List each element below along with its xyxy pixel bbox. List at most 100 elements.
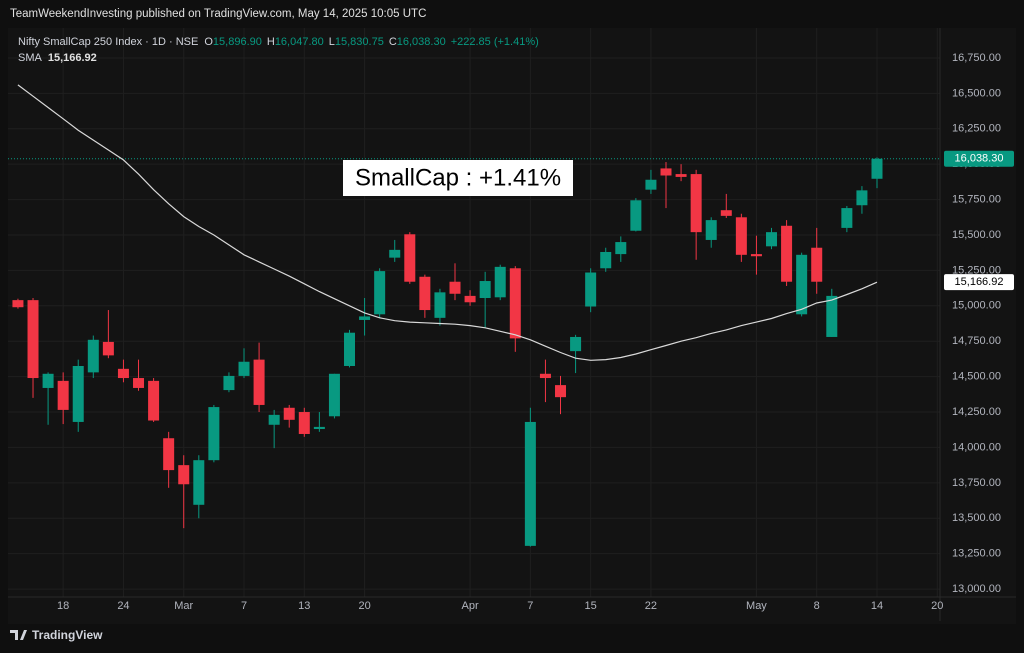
candle-body bbox=[223, 375, 235, 391]
candle-body bbox=[193, 460, 205, 505]
candle-body bbox=[539, 373, 551, 379]
y-tick-label: 15,750.00 bbox=[952, 193, 1001, 205]
candle-body bbox=[374, 271, 386, 315]
candle-body bbox=[600, 251, 612, 269]
candle-body bbox=[615, 242, 627, 255]
y-tick-label: 16,250.00 bbox=[952, 123, 1001, 135]
candle-body bbox=[313, 426, 325, 430]
legend-change: +222.85 (+1.41%) bbox=[451, 36, 539, 48]
candle-body bbox=[479, 281, 491, 299]
x-tick-label: 22 bbox=[645, 600, 657, 612]
candle-body bbox=[57, 380, 69, 410]
candle-body bbox=[404, 234, 416, 282]
candle-body bbox=[645, 179, 657, 190]
legend: Nifty SmallCap 250 Index · 1D · NSE O15,8… bbox=[18, 36, 539, 48]
x-tick-label: Apr bbox=[462, 600, 479, 612]
candle-body bbox=[178, 465, 190, 485]
y-tick-label: 16,750.00 bbox=[952, 52, 1001, 64]
x-tick-label: 20 bbox=[931, 600, 943, 612]
candle-body bbox=[509, 268, 521, 339]
candle-body bbox=[796, 254, 808, 315]
sma-name: SMA bbox=[18, 52, 43, 64]
candle-body bbox=[570, 336, 582, 352]
x-tick-label: 8 bbox=[814, 600, 820, 612]
legend-key: H bbox=[267, 36, 275, 48]
legend-key: L bbox=[329, 36, 335, 48]
x-tick-label: Mar bbox=[174, 600, 193, 612]
candle-body bbox=[283, 407, 295, 420]
candle-body bbox=[42, 373, 54, 388]
candle-body bbox=[72, 365, 84, 422]
candle-body bbox=[102, 341, 114, 356]
y-tick-label: 14,500.00 bbox=[952, 371, 1001, 383]
candle-body bbox=[208, 407, 220, 461]
x-tick-label: 18 bbox=[57, 600, 69, 612]
candle-body bbox=[12, 300, 24, 308]
symbol: Nifty SmallCap 250 Index · 1D · NSE bbox=[18, 36, 198, 48]
price-axis bbox=[940, 28, 1016, 621]
sma-value: 15,166.92 bbox=[48, 52, 97, 64]
candle-body bbox=[148, 380, 160, 421]
footer: TradingView bbox=[32, 628, 103, 642]
y-tick-label: 13,000.00 bbox=[952, 583, 1001, 595]
x-tick-label: 13 bbox=[298, 600, 310, 612]
candle-body bbox=[389, 249, 401, 258]
legend-value: 16,038.30 bbox=[397, 36, 446, 48]
y-tick-label: 16,500.00 bbox=[952, 87, 1001, 99]
annotation-box bbox=[343, 160, 573, 196]
y-tick-label: 14,000.00 bbox=[952, 441, 1001, 453]
y-tick-label: 13,250.00 bbox=[952, 548, 1001, 560]
candle-body bbox=[449, 281, 461, 294]
y-tick-label: 14,750.00 bbox=[952, 335, 1001, 347]
candle-body bbox=[524, 421, 536, 546]
candle-body bbox=[238, 361, 250, 376]
candle-body bbox=[811, 247, 823, 282]
header: TeamWeekendInvesting published on Tradin… bbox=[10, 8, 426, 20]
candle-body bbox=[856, 190, 868, 206]
x-tick-label: 15 bbox=[585, 600, 597, 612]
axes: 13,000.00 13,250.00 13,500.00 13,750.00 14,0… bbox=[8, 28, 1016, 621]
footer-logo bbox=[10, 630, 27, 640]
candle-body bbox=[163, 438, 175, 471]
last-price-box bbox=[944, 150, 1014, 167]
candle-body bbox=[464, 295, 476, 303]
y-tick-label: 13,500.00 bbox=[952, 512, 1001, 524]
x-tick-label: May bbox=[746, 600, 767, 612]
y-tick-label: 15,250.00 bbox=[952, 264, 1001, 276]
y-tick-label: 13,750.00 bbox=[952, 477, 1001, 489]
candle-body bbox=[750, 254, 762, 257]
legend-value: 15,896.90 bbox=[213, 36, 262, 48]
candle-body bbox=[781, 225, 793, 282]
candle-body bbox=[705, 220, 717, 240]
candle-body bbox=[826, 295, 838, 337]
candle-body bbox=[720, 210, 732, 216]
candle-body bbox=[253, 359, 265, 405]
candle-body bbox=[419, 276, 431, 311]
candle-body bbox=[328, 373, 340, 417]
candle-body bbox=[344, 332, 356, 366]
candle-body bbox=[675, 174, 687, 177]
candle-body bbox=[841, 208, 853, 228]
y-tick-label: 14,250.00 bbox=[952, 406, 1001, 418]
candle-body bbox=[268, 414, 280, 425]
candle-body bbox=[555, 385, 567, 398]
sma-price-label: 15,166.92 bbox=[955, 276, 1004, 288]
sma-legend: SMA 15,166.92 bbox=[18, 52, 97, 64]
candle-body bbox=[298, 412, 310, 434]
y-tick-label: 15,500.00 bbox=[952, 229, 1001, 241]
sma-line bbox=[17, 84, 878, 361]
candle-body bbox=[630, 200, 642, 231]
candle-body bbox=[117, 368, 129, 379]
x-tick-label: 14 bbox=[871, 600, 883, 612]
legend-value: 16,047.80 bbox=[275, 36, 324, 48]
candle-body bbox=[359, 316, 371, 320]
candle-body bbox=[494, 266, 506, 298]
last-price-label: 16,038.30 bbox=[955, 153, 1004, 165]
candle-body bbox=[27, 300, 39, 379]
legend-key: O bbox=[204, 36, 213, 48]
candle-body bbox=[585, 272, 597, 307]
candle-body bbox=[87, 339, 99, 373]
x-tick-label: 7 bbox=[241, 600, 247, 612]
candle-body bbox=[133, 378, 145, 388]
